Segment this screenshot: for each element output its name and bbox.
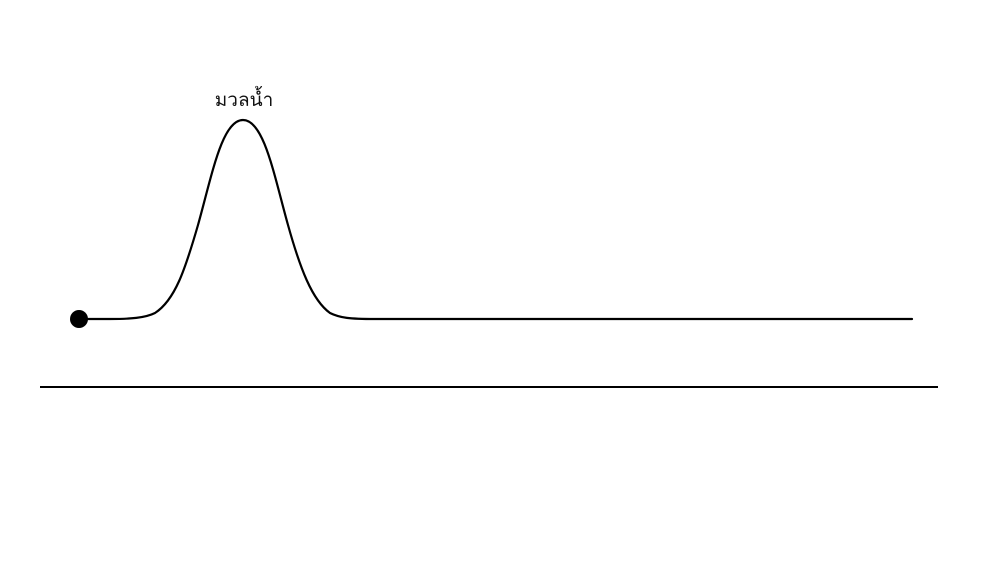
pulse-label: มวลน้ำ bbox=[215, 86, 274, 111]
wave-string-with-pulse bbox=[77, 118, 914, 321]
string-end-dot bbox=[70, 310, 88, 328]
